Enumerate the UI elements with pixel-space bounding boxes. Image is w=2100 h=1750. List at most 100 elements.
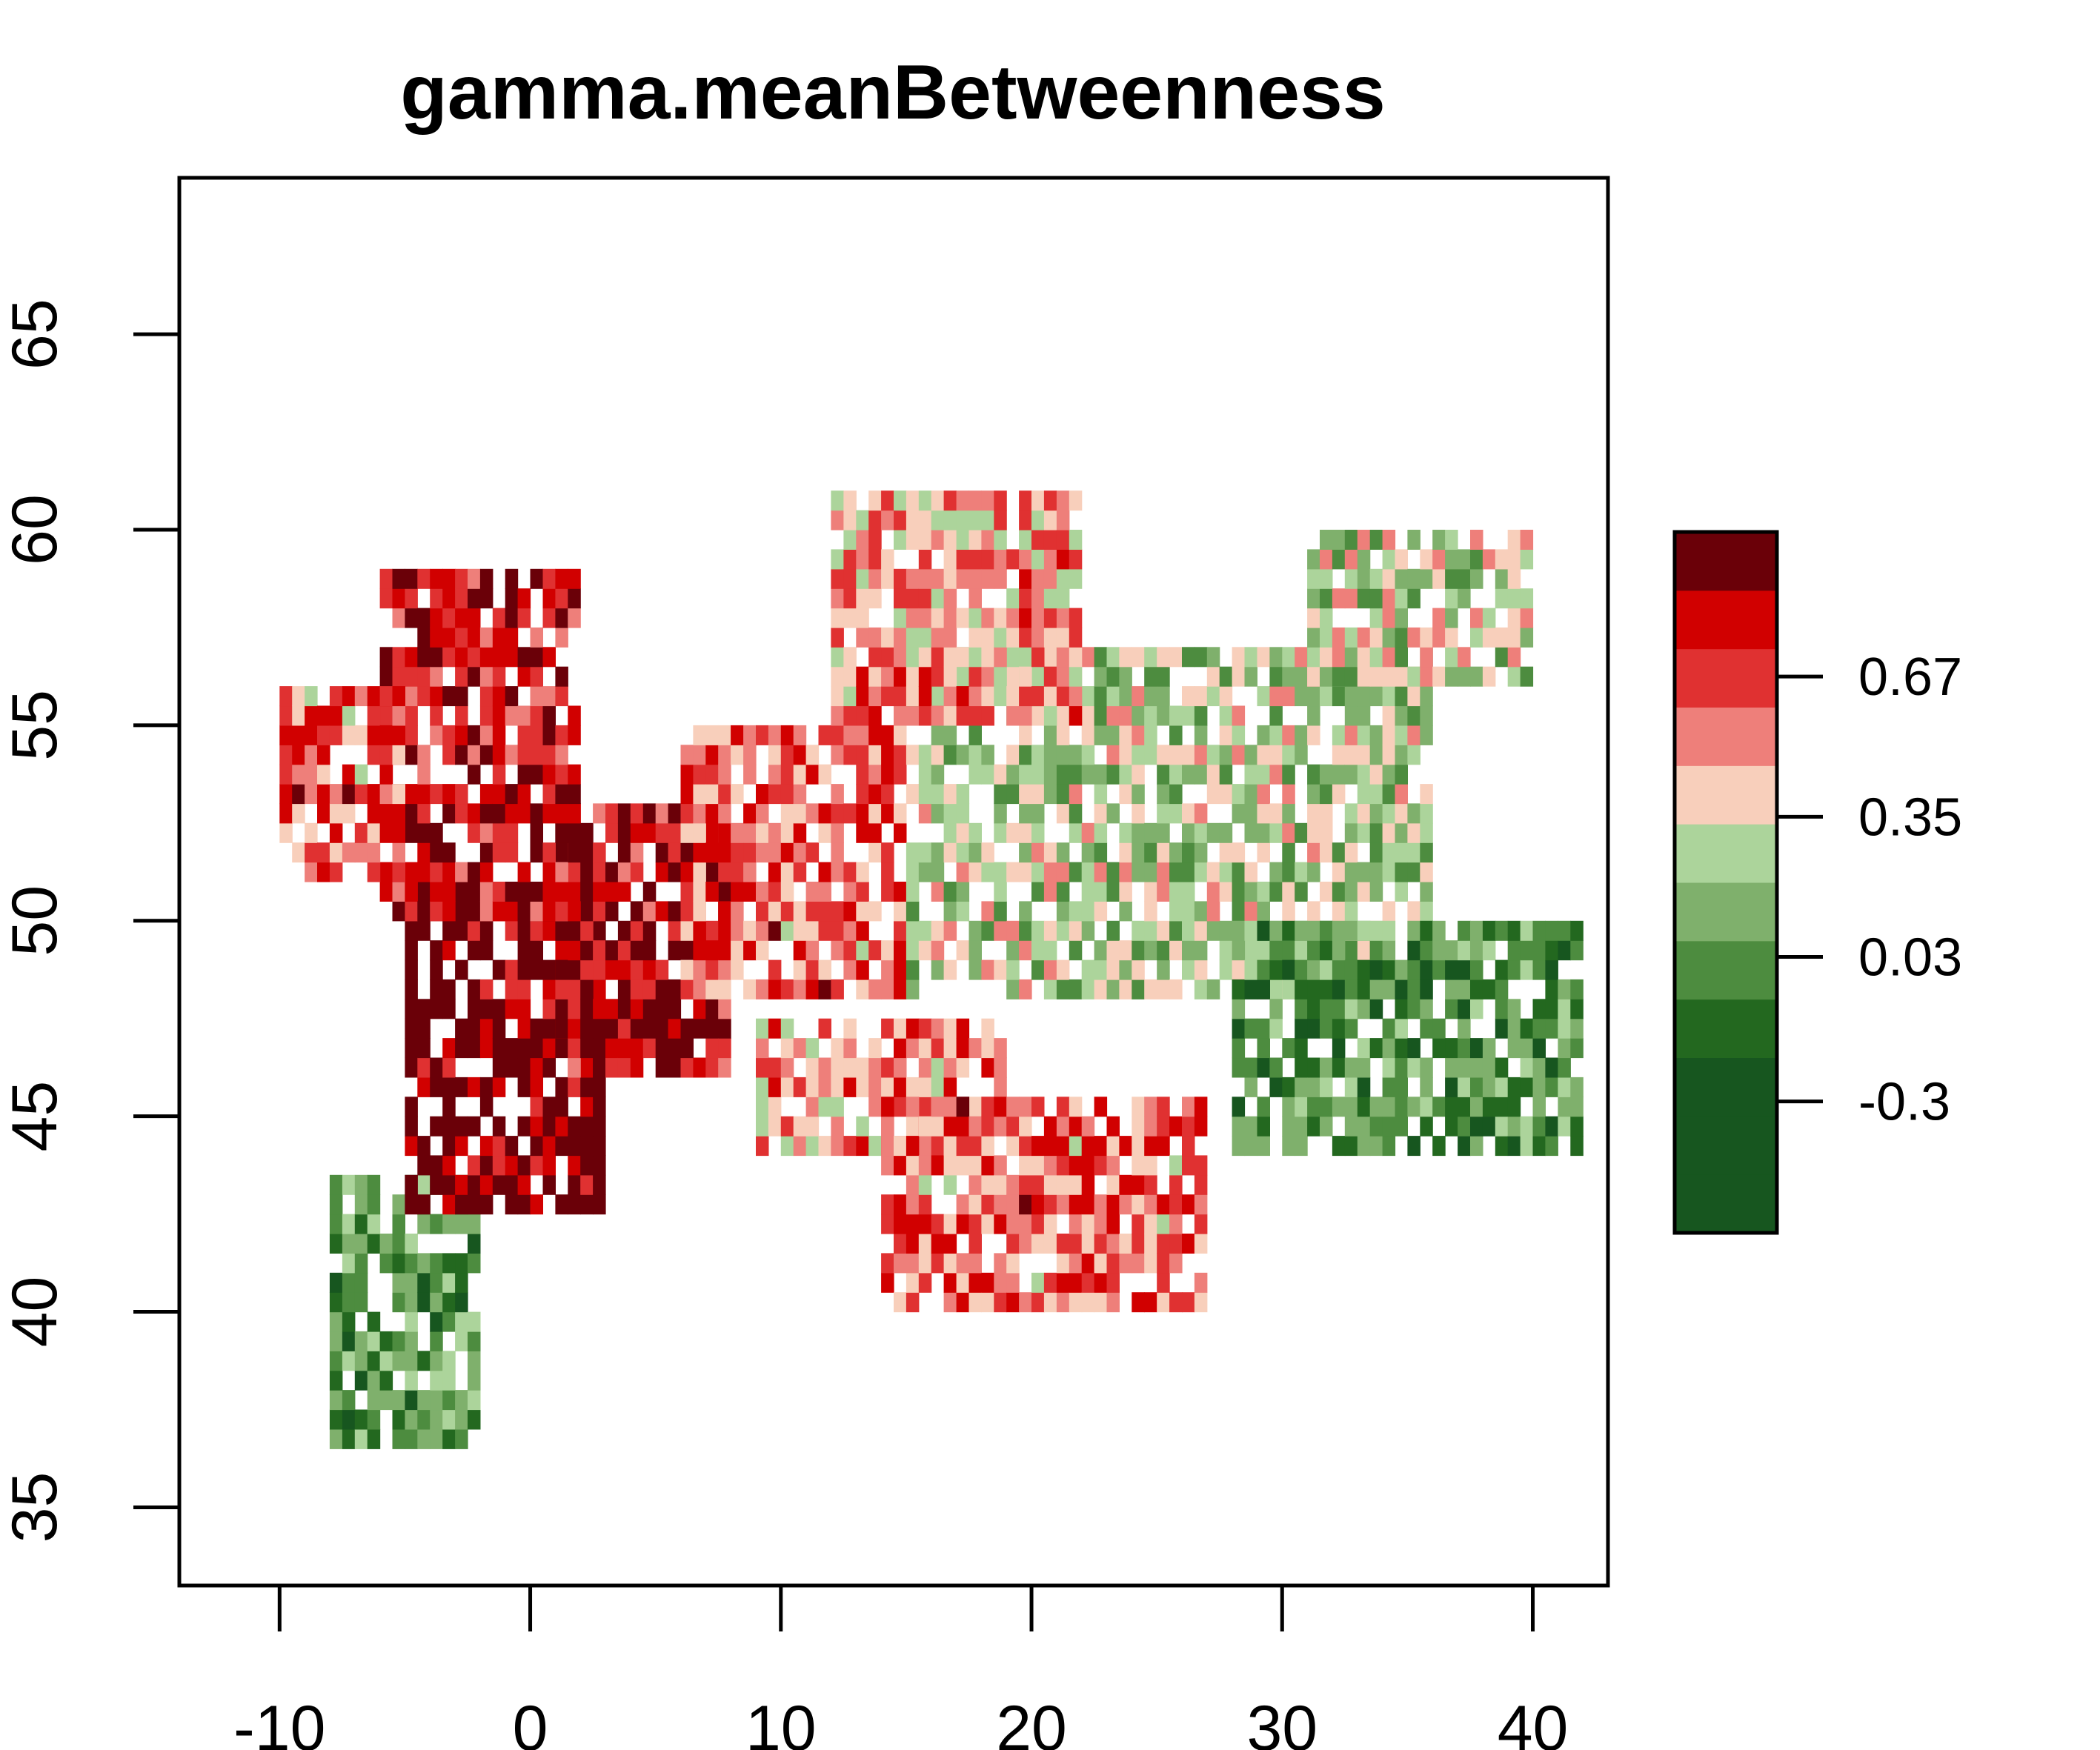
heatmap-cell — [994, 784, 1007, 805]
heatmap-cell — [1320, 784, 1333, 805]
heatmap-cell — [780, 803, 794, 824]
heatmap-cell — [981, 1018, 994, 1039]
heatmap-cell — [479, 862, 494, 882]
heatmap-cell — [756, 1116, 769, 1137]
heatmap-cell — [1282, 725, 1295, 745]
heatmap-cell — [442, 1057, 456, 1078]
heatmap-cell — [1369, 530, 1383, 550]
heatmap-cell — [517, 940, 531, 961]
heatmap-cell — [881, 1272, 894, 1293]
heatmap-cell — [831, 901, 844, 922]
heatmap-cell — [405, 1428, 418, 1449]
heatmap-cell — [1031, 882, 1045, 902]
heatmap-cell — [668, 979, 682, 999]
heatmap-cell — [1019, 1174, 1032, 1195]
heatmap-cell — [868, 725, 882, 745]
heatmap-cell — [1182, 822, 1195, 843]
heatmap-cell — [442, 1116, 456, 1137]
heatmap-cell — [968, 647, 982, 668]
heatmap-cell — [831, 647, 844, 668]
heatmap-cell — [1395, 1038, 1408, 1059]
heatmap-cell — [1019, 842, 1032, 863]
heatmap-cell — [831, 510, 844, 530]
heatmap-cell — [1432, 568, 1446, 589]
heatmap-cell — [405, 1272, 418, 1293]
heatmap-cell — [517, 999, 531, 1019]
heatmap-cell — [1407, 803, 1421, 824]
heatmap-cell — [1395, 608, 1408, 628]
heatmap-cell — [468, 901, 481, 922]
heatmap-cell — [894, 959, 907, 980]
heatmap-cell — [392, 784, 405, 805]
heatmap-cell — [442, 803, 456, 824]
heatmap-cell — [956, 1253, 970, 1274]
heatmap-cell — [1031, 1194, 1045, 1215]
heatmap-cell — [856, 608, 869, 628]
heatmap-cell — [805, 920, 820, 941]
heatmap-cell — [768, 920, 782, 941]
heatmap-cell — [943, 608, 957, 628]
heatmap-cell — [1232, 1038, 1246, 1059]
heatmap-cell — [1332, 920, 1346, 941]
heatmap-cell — [818, 1077, 831, 1097]
heatmap-cell — [580, 822, 594, 843]
heatmap-cell — [894, 725, 907, 745]
heatmap-cell — [1344, 764, 1358, 785]
heatmap-cell — [468, 1194, 481, 1215]
heatmap-cell — [668, 822, 682, 843]
heatmap-cell — [1244, 979, 1257, 999]
heatmap-cell — [931, 1234, 945, 1254]
heatmap-cell — [968, 1253, 982, 1274]
heatmap-cell — [1169, 784, 1183, 805]
heatmap-cell — [1445, 666, 1458, 687]
heatmap-cell — [1219, 745, 1233, 765]
heatmap-cell — [405, 1292, 418, 1313]
heatmap-cell — [568, 1155, 581, 1176]
heatmap-cell — [1420, 822, 1433, 843]
heatmap-cell — [918, 745, 932, 765]
heatmap-cell — [868, 1136, 882, 1157]
heatmap-cell — [405, 1097, 418, 1117]
heatmap-cell — [1295, 1136, 1308, 1157]
heatmap-cell — [405, 979, 418, 999]
heatmap-cell — [292, 784, 305, 805]
heatmap-cell — [1470, 627, 1483, 648]
heatmap-cell — [1507, 920, 1521, 941]
heatmap-cell — [1019, 940, 1032, 961]
heatmap-cell — [1257, 842, 1270, 863]
heatmap-cell — [530, 803, 543, 824]
heatmap-cell — [1558, 940, 1571, 961]
heatmap-cell — [931, 1136, 945, 1157]
heatmap-cell — [329, 1409, 343, 1430]
heatmap-cell — [405, 725, 418, 745]
heatmap-cell — [379, 1351, 393, 1371]
heatmap-cell — [1194, 1155, 1208, 1176]
heatmap-cell — [668, 940, 682, 961]
heatmap-cell — [1357, 549, 1371, 570]
heatmap-cell — [430, 588, 443, 609]
heatmap-cell — [405, 1194, 418, 1215]
heatmap-cell — [1069, 1292, 1083, 1313]
heatmap-cell — [1157, 920, 1170, 941]
heatmap-cell — [1545, 1057, 1558, 1078]
heatmap-cell — [1295, 1116, 1308, 1137]
heatmap-cell — [1244, 803, 1257, 824]
heatmap-cell — [1532, 1116, 1546, 1137]
heatmap-cell — [405, 901, 418, 922]
heatmap-cell — [918, 1057, 932, 1078]
heatmap-cell — [831, 1097, 844, 1117]
heatmap-cell — [1232, 1136, 1246, 1157]
heatmap-cell — [756, 1136, 769, 1157]
heatmap-cell — [994, 1077, 1007, 1097]
heatmap-cell — [1157, 842, 1170, 863]
heatmap-cell — [505, 1136, 519, 1157]
heatmap-cell — [542, 862, 556, 882]
heatmap-cell — [768, 901, 782, 922]
heatmap-cell — [1332, 959, 1346, 980]
heatmap-cell — [642, 1038, 657, 1059]
heatmap-cell — [868, 764, 882, 785]
heatmap-cell — [542, 1018, 556, 1039]
heatmap-cell — [994, 1038, 1007, 1059]
x-tick-label: 30 — [1246, 1693, 1318, 1750]
heatmap-cell — [1006, 705, 1020, 726]
